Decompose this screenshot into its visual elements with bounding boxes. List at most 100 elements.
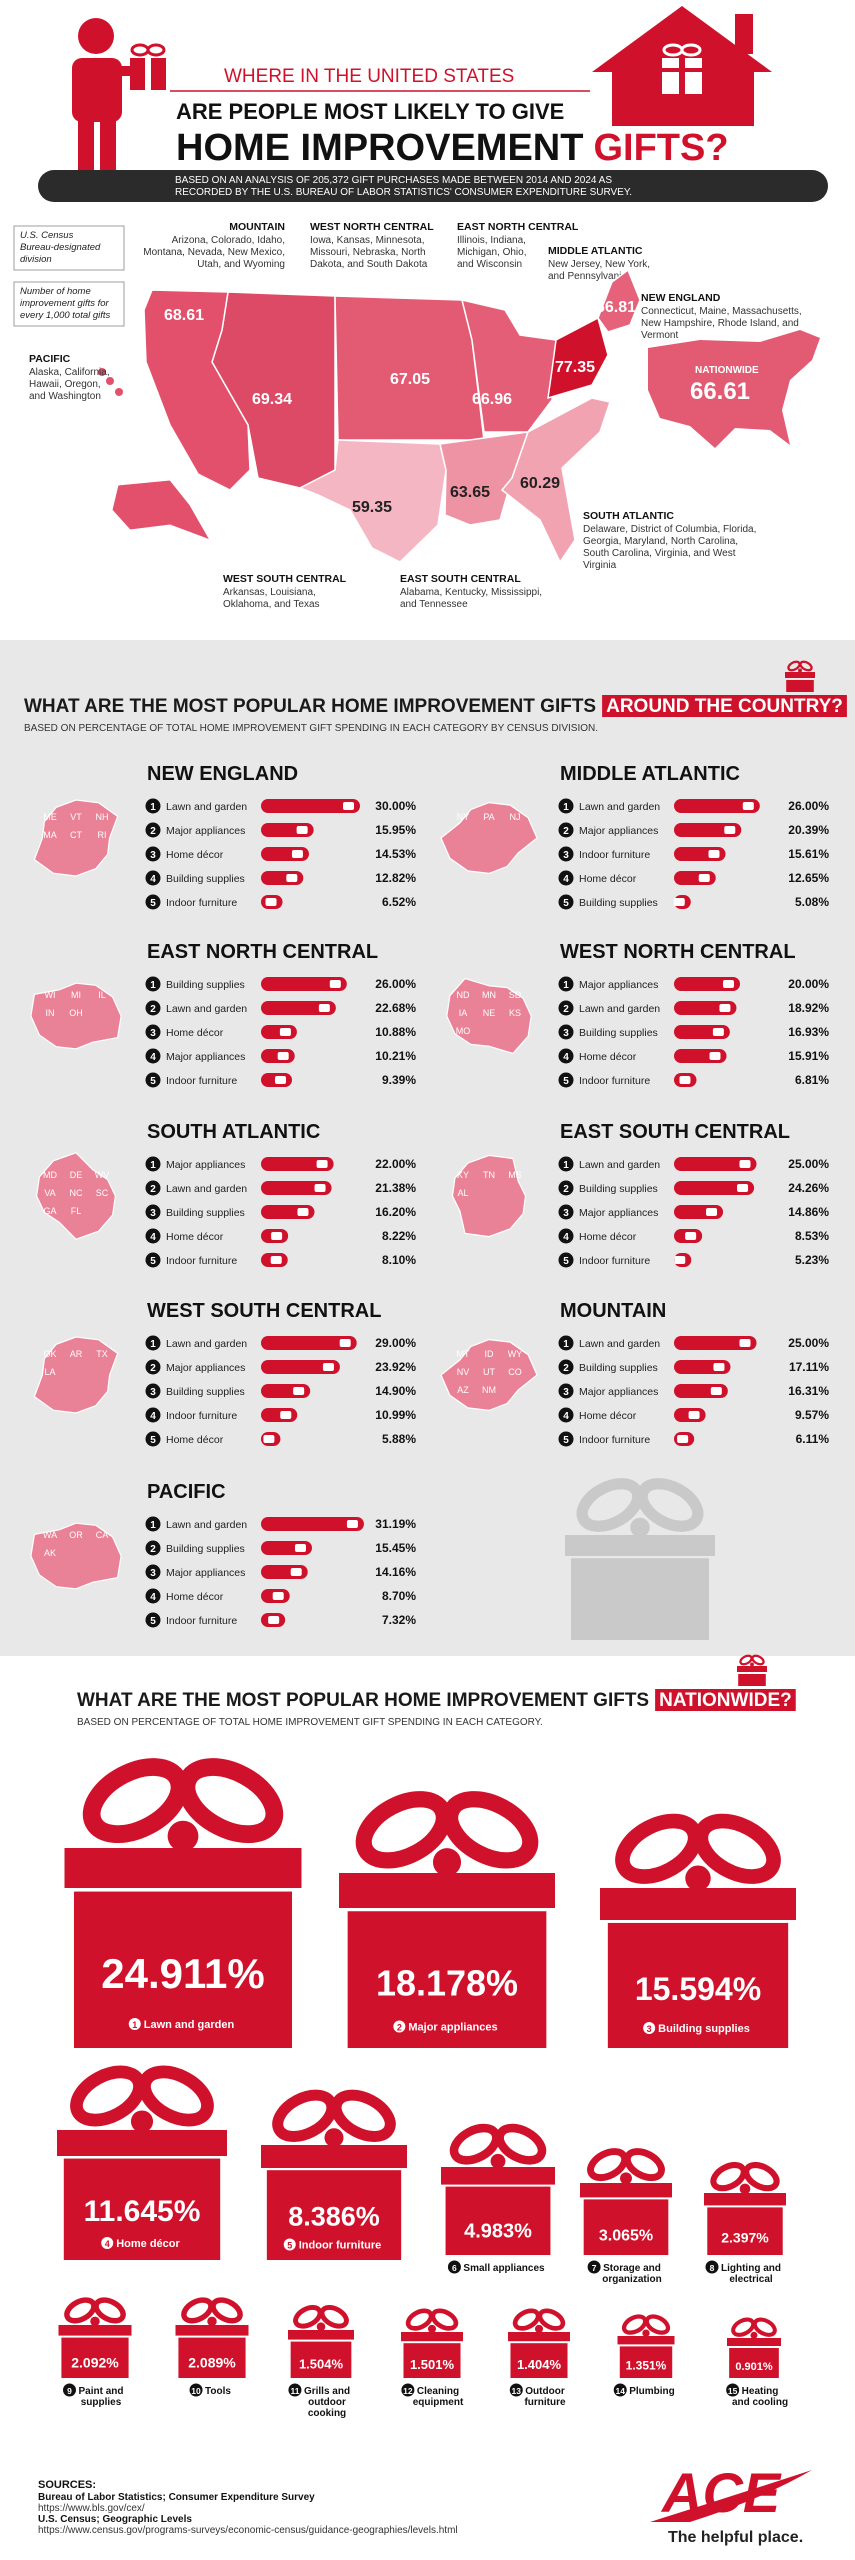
division-heading: SOUTH ATLANTIC xyxy=(147,1121,320,1143)
rank-badge xyxy=(613,2383,627,2397)
regional-section-bg xyxy=(0,640,855,1656)
gift-body xyxy=(290,2341,352,2378)
bar xyxy=(674,1336,757,1350)
region xyxy=(334,295,485,441)
region-states: New Jersey, New York, xyxy=(548,259,650,270)
region-value: 66.96 xyxy=(472,391,512,408)
gift-bow xyxy=(743,2161,780,2192)
chimney xyxy=(735,14,753,54)
rank-badge xyxy=(558,1359,574,1375)
gift-lid xyxy=(261,2145,407,2168)
item-label: Home décor xyxy=(166,1434,224,1446)
region-name: MIDDLE ATLANTIC xyxy=(548,245,643,257)
gift-lid xyxy=(288,2330,354,2340)
region-states: and Pennsylvania xyxy=(548,271,627,282)
item-value: 10.88% xyxy=(375,1025,416,1039)
gift-label: Building supplies xyxy=(658,2023,750,2035)
rank: 3 xyxy=(150,1028,156,1039)
state-abbr: WA xyxy=(43,1530,57,1540)
rank: 4 xyxy=(150,1592,156,1603)
gift-label: Grills and xyxy=(304,2386,350,2397)
source-name: Bureau of Labor Statistics; Consumer Exp… xyxy=(38,2492,315,2503)
gift-value: 2.089% xyxy=(188,2354,236,2370)
item-value: 16.31% xyxy=(788,1384,829,1398)
region-value: 66.81 xyxy=(596,299,636,316)
gift-knot xyxy=(534,2324,544,2333)
gift-knot xyxy=(324,2128,344,2148)
title-gift-knot xyxy=(798,668,802,673)
state-abbr: FL xyxy=(71,1206,82,1216)
division-map xyxy=(33,1336,119,1414)
region xyxy=(143,289,251,491)
item-label: Lawn and garden xyxy=(579,1159,660,1171)
region xyxy=(98,368,106,376)
item-label: Lawn and garden xyxy=(579,1003,660,1015)
legend-note: Bureau-designated xyxy=(20,242,101,253)
state-abbr: CA xyxy=(96,1530,109,1540)
item-label: Building supplies xyxy=(579,1183,658,1195)
region-name: WEST SOUTH CENTRAL xyxy=(223,573,347,585)
rank-badge xyxy=(189,2383,203,2397)
item-value: 5.23% xyxy=(795,1253,829,1267)
gift-knot xyxy=(739,2183,751,2195)
title: ARE PEOPLE MOST LIKELY TO GIVE xyxy=(176,99,564,124)
gift-label: Lighting and xyxy=(721,2263,781,2274)
division-heading: WEST SOUTH CENTRAL xyxy=(147,1300,381,1322)
region xyxy=(597,268,641,333)
bar-icon xyxy=(712,1028,724,1036)
gift-lid xyxy=(508,2332,570,2342)
held-gift-bow xyxy=(146,43,166,57)
gift-bow xyxy=(405,2308,434,2331)
gift-label: electrical xyxy=(729,2274,773,2285)
deco-gift-bow xyxy=(576,1478,644,1532)
bar-icon xyxy=(314,1184,326,1192)
gift-label: Heating xyxy=(742,2386,779,2397)
item-label: Home décor xyxy=(166,1231,224,1243)
gift-bow xyxy=(495,2123,547,2165)
rank-badge xyxy=(558,976,574,992)
state-abbr: AZ xyxy=(457,1385,469,1395)
deco-gift-bow xyxy=(636,1478,704,1532)
item-label: Indoor furniture xyxy=(579,1255,650,1267)
rank-badge xyxy=(558,1156,574,1172)
item-value: 14.53% xyxy=(375,847,416,861)
rank: 4 xyxy=(563,874,569,885)
rank-badge xyxy=(145,846,161,862)
gift-lid xyxy=(727,2338,781,2346)
item-value: 9.39% xyxy=(382,1073,416,1087)
state-abbr: KS xyxy=(509,1008,521,1018)
gift-lid xyxy=(600,1888,796,1920)
region-states: Montana, Nevada, New Mexico, xyxy=(143,247,285,258)
item-label: Building supplies xyxy=(579,897,658,909)
gift-value: 2.092% xyxy=(71,2354,119,2370)
region-states: and Tennessee xyxy=(400,599,468,610)
bar xyxy=(261,1517,364,1531)
division-map xyxy=(451,1154,527,1238)
rank-badge xyxy=(447,2260,461,2274)
item-label: Lawn and garden xyxy=(579,1338,660,1350)
house-gift-ribbon xyxy=(662,68,702,72)
rank-badge xyxy=(558,1000,574,1016)
item-value: 6.52% xyxy=(382,895,416,909)
item-label: Indoor furniture xyxy=(579,1075,650,1087)
rank-badge xyxy=(145,894,161,910)
gift-lid xyxy=(58,2325,132,2336)
division-map xyxy=(30,1522,122,1590)
gift-bow xyxy=(330,2089,396,2142)
item-label: Lawn and garden xyxy=(579,801,660,813)
held-gift-ribbon xyxy=(145,58,151,90)
division-heading: MIDDLE ATLANTIC xyxy=(560,763,740,785)
bar-icon xyxy=(268,1616,280,1624)
bar-icon xyxy=(739,1160,751,1168)
gift-label: Indoor furniture xyxy=(299,2240,382,2252)
item-value: 14.90% xyxy=(375,1384,416,1398)
item-value: 21.38% xyxy=(375,1181,416,1195)
rank: 1 xyxy=(563,802,569,813)
state-abbr: SD xyxy=(509,990,522,1000)
item-label: Home décor xyxy=(579,873,637,885)
rank: 3 xyxy=(563,850,569,861)
gift-label: furniture xyxy=(524,2397,566,2408)
state-abbr: OH xyxy=(69,1008,83,1018)
region xyxy=(460,298,557,433)
